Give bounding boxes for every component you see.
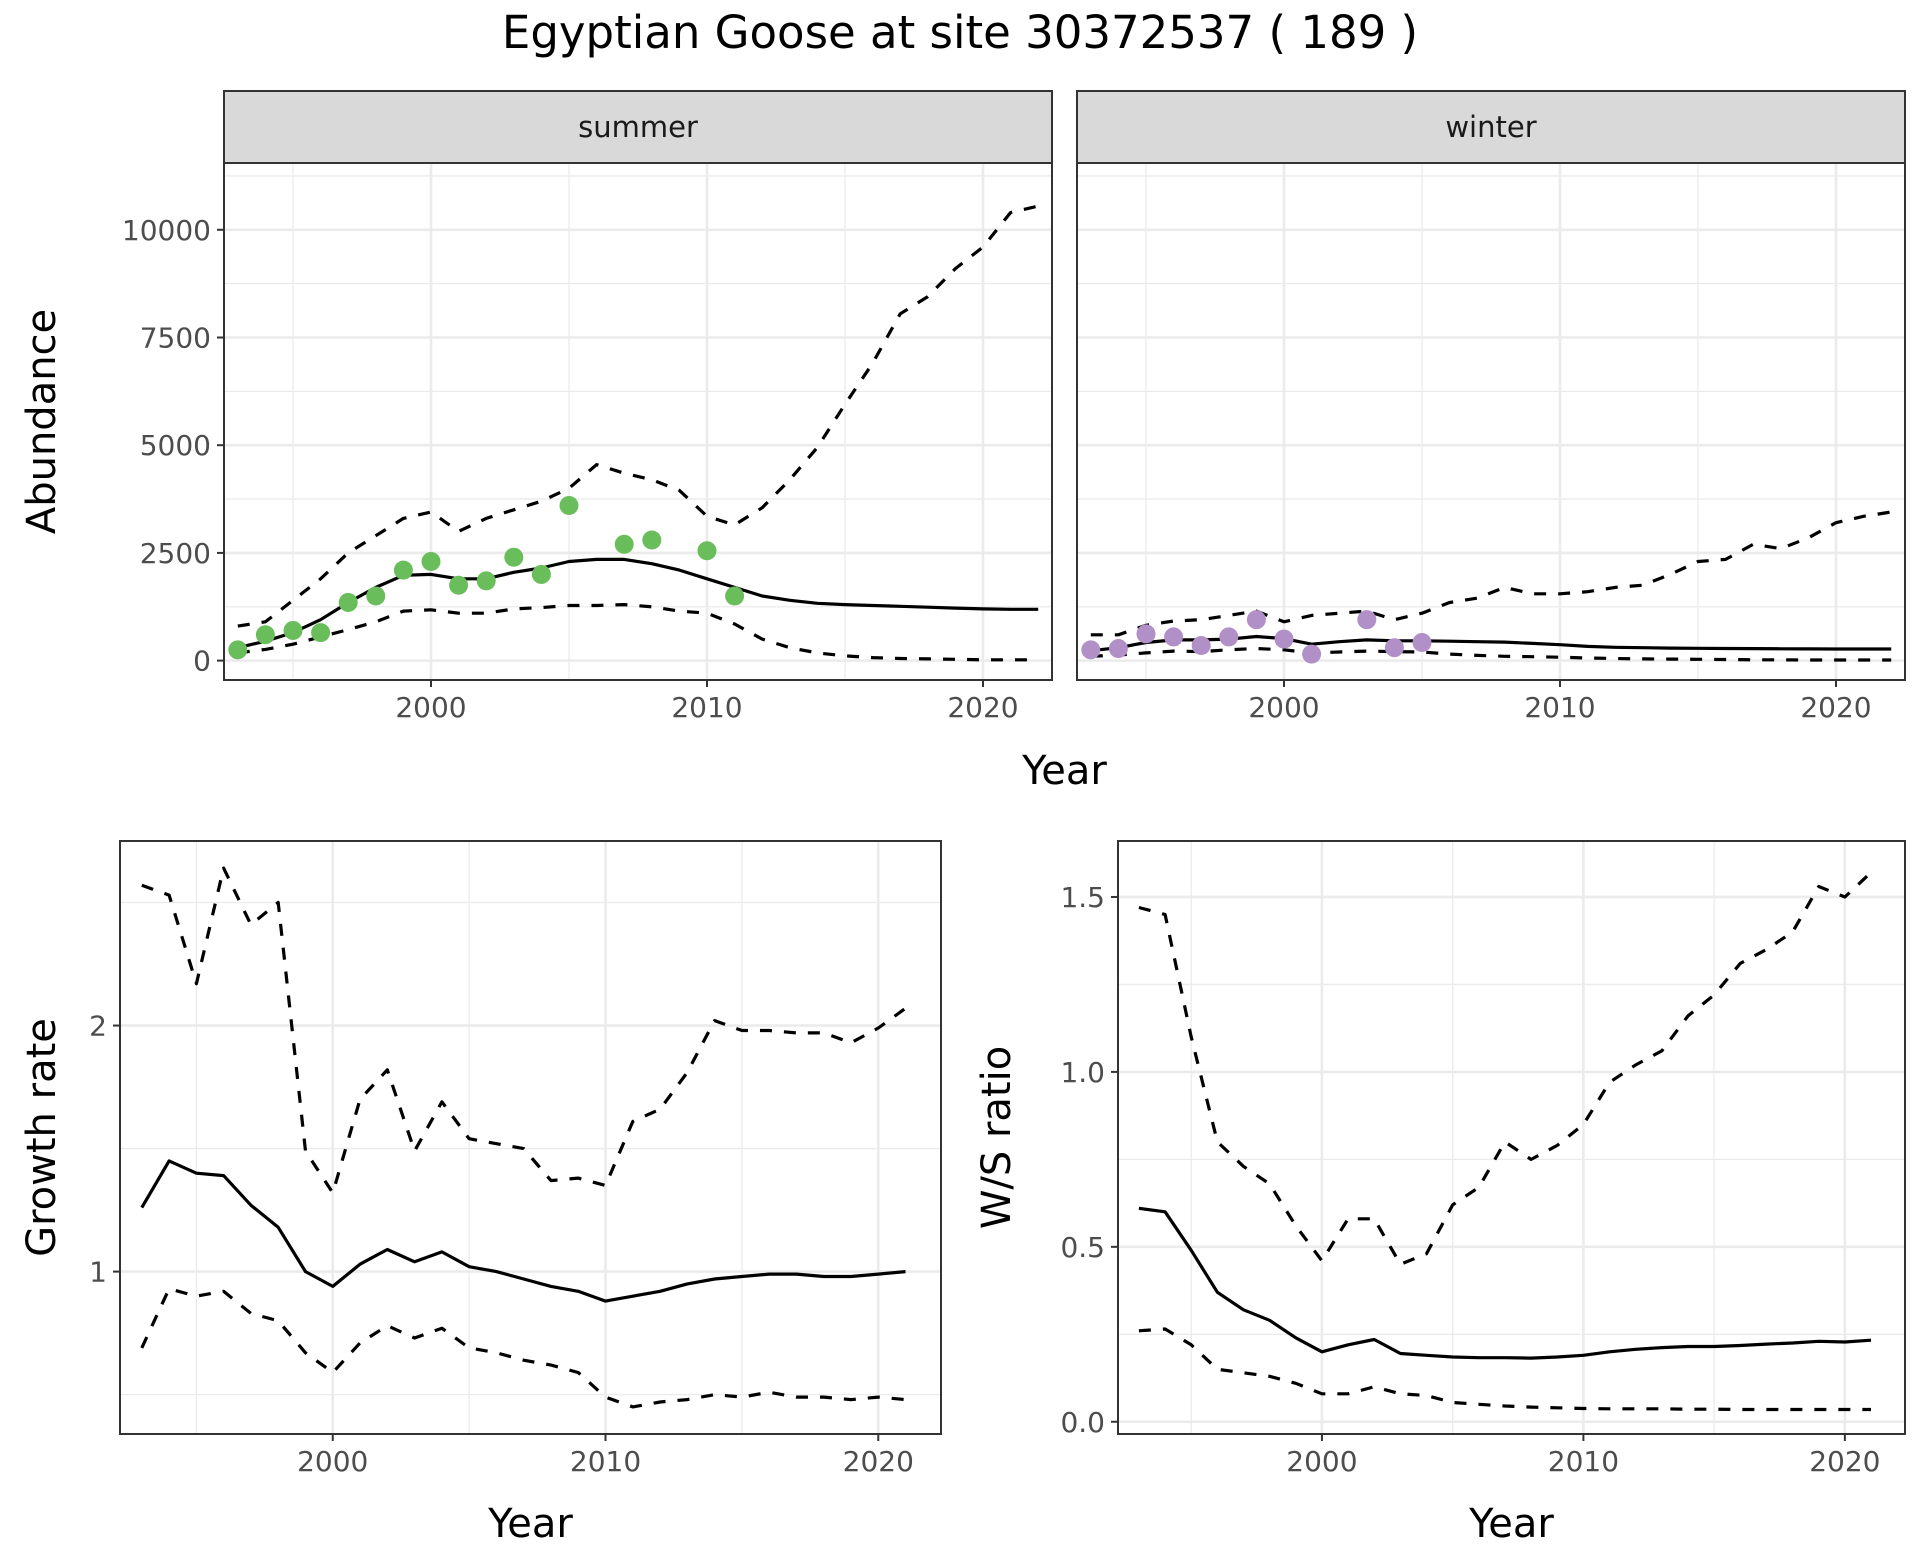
y-tick-label: 2 bbox=[89, 1010, 107, 1043]
observed-point bbox=[1412, 633, 1432, 653]
panel-background bbox=[1118, 841, 1905, 1434]
x-tick-label: 2010 bbox=[1524, 691, 1595, 724]
observed-point bbox=[504, 547, 524, 567]
y-tick-label: 2500 bbox=[140, 537, 211, 570]
y-tick-label: 0 bbox=[193, 645, 211, 678]
observed-point bbox=[725, 586, 745, 606]
observed-point bbox=[1302, 644, 1322, 664]
fitted-line bbox=[140, 1159, 906, 1303]
panel-background bbox=[120, 841, 941, 1434]
panel-border bbox=[1117, 840, 1906, 1435]
observed-point bbox=[476, 571, 496, 591]
x-tick-label: 2010 bbox=[570, 1445, 641, 1478]
observed-point bbox=[311, 623, 331, 643]
ws-ratio-panel: 2000 2010 2020 0.0 0.5 1.0 1.5 bbox=[1060, 840, 1906, 1478]
panel-background bbox=[1077, 163, 1905, 680]
observed-point bbox=[642, 530, 662, 550]
x-axis-title: Year bbox=[1468, 1501, 1554, 1547]
y-axis-title: W/S ratio bbox=[974, 1046, 1020, 1229]
observed-point bbox=[531, 564, 551, 584]
observed-point bbox=[1219, 627, 1239, 647]
observed-point bbox=[1357, 610, 1377, 630]
x-tick-label: 2000 bbox=[1286, 1445, 1357, 1478]
y-tick-label: 1.5 bbox=[1060, 881, 1105, 914]
x-tick-label: 2010 bbox=[1548, 1445, 1619, 1478]
y-tick-label: 5000 bbox=[140, 429, 211, 462]
x-tick-label: 2020 bbox=[843, 1445, 914, 1478]
observed-point bbox=[338, 592, 358, 612]
y-axis-title: Abundance bbox=[19, 309, 65, 534]
y-tick-label: 7500 bbox=[140, 321, 211, 354]
observed-point bbox=[1136, 624, 1156, 644]
upper-bound-line bbox=[237, 204, 1039, 628]
panel-border bbox=[119, 840, 942, 1435]
upper-bound-line bbox=[1090, 510, 1892, 637]
x-tick-label: 2010 bbox=[671, 691, 742, 724]
observed-point bbox=[1246, 610, 1266, 630]
x-tick-label: 2020 bbox=[1800, 691, 1871, 724]
facet-panel-summer: 2000 2010 2020 0 2500 5000 7500 10000 summer bbox=[122, 90, 1053, 724]
y-tick-label: 1 bbox=[89, 1256, 107, 1289]
x-tick-label: 2000 bbox=[1248, 691, 1319, 724]
x-axis-title: Year bbox=[487, 1501, 573, 1547]
y-tick-label: 0.0 bbox=[1060, 1406, 1105, 1439]
fitted-line bbox=[1138, 1206, 1872, 1360]
observed-point bbox=[228, 640, 248, 660]
upper-bound-line bbox=[1138, 871, 1873, 1266]
observed-point bbox=[366, 586, 386, 606]
observed-point bbox=[1108, 639, 1128, 659]
observed-point bbox=[1274, 629, 1294, 649]
observed-point bbox=[697, 541, 717, 561]
facet-panel-winter: 2000 2010 2020 winter bbox=[1076, 90, 1906, 724]
y-tick-label: 10000 bbox=[122, 214, 211, 247]
observed-point bbox=[559, 496, 579, 516]
x-tick-label: 2000 bbox=[297, 1445, 368, 1478]
facet-strip-label: summer bbox=[578, 110, 698, 144]
observed-point bbox=[614, 534, 634, 554]
observed-point bbox=[393, 560, 413, 580]
observed-point bbox=[1081, 640, 1101, 660]
facet-strip bbox=[223, 90, 1053, 164]
x-tick-label: 2020 bbox=[947, 691, 1018, 724]
x-tick-label: 2020 bbox=[1809, 1445, 1880, 1478]
facet-strip bbox=[1076, 90, 1906, 164]
lower-bound-line bbox=[237, 602, 1039, 662]
observed-point bbox=[255, 625, 275, 645]
upper-bound-line bbox=[141, 866, 907, 1195]
observed-point bbox=[1384, 638, 1404, 658]
observed-point bbox=[1191, 636, 1211, 656]
growth-rate-panel: 2000 2010 2020 1 2 bbox=[89, 840, 942, 1478]
lower-bound-line bbox=[1138, 1327, 1871, 1412]
lower-bound-line bbox=[140, 1287, 906, 1409]
observed-point bbox=[283, 620, 303, 640]
plot-title: Egyptian Goose at site 30372537 ( 189 ) bbox=[502, 6, 1418, 59]
y-tick-label: 0.5 bbox=[1060, 1231, 1105, 1264]
x-tick-label: 2000 bbox=[395, 691, 466, 724]
y-tick-label: 1.0 bbox=[1060, 1056, 1105, 1089]
observed-point bbox=[449, 575, 469, 595]
observed-point bbox=[1164, 627, 1184, 647]
y-axis-title: Growth rate bbox=[19, 1018, 65, 1257]
x-axis-title: Year bbox=[1021, 748, 1107, 794]
observed-point bbox=[421, 552, 441, 572]
facet-strip-label: winter bbox=[1445, 110, 1536, 144]
